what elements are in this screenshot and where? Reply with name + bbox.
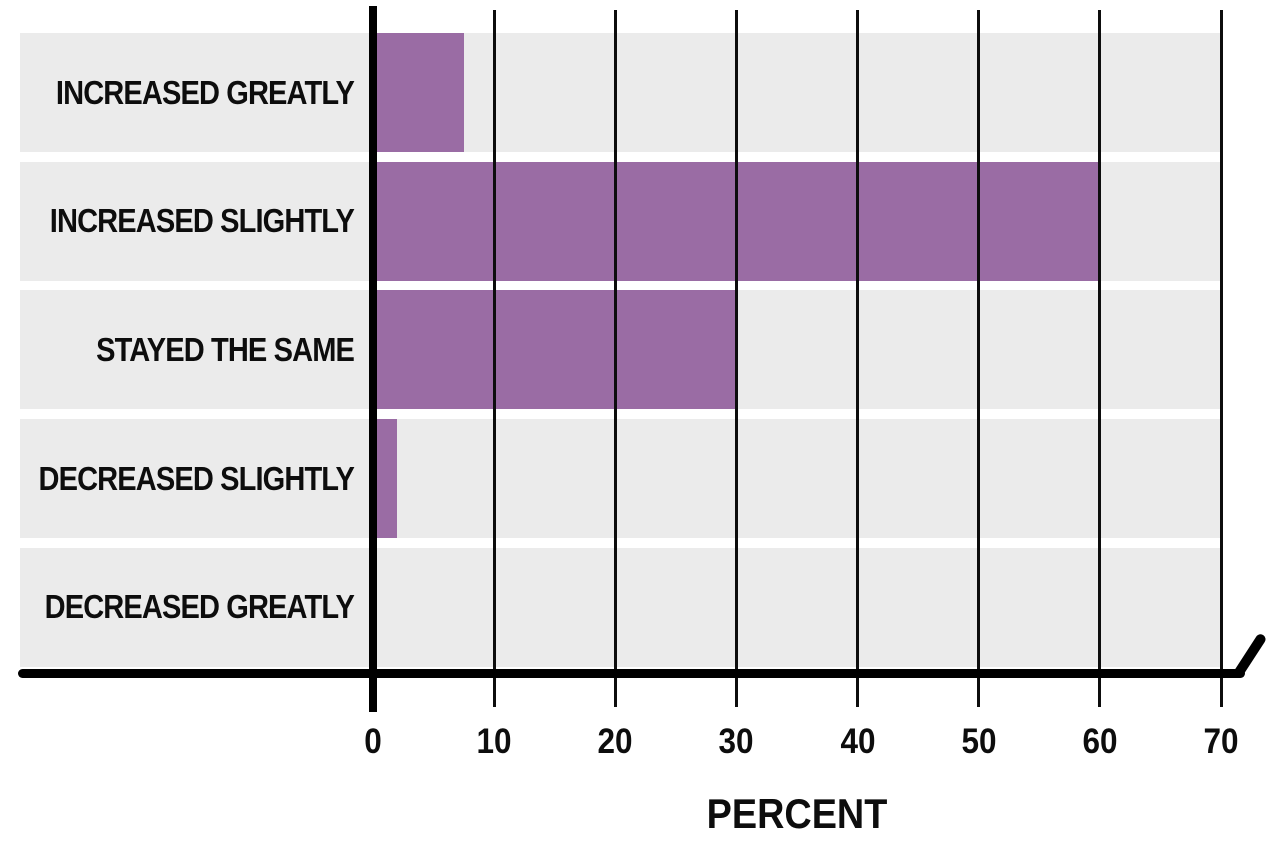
gridline-20 <box>613 10 617 707</box>
category-label: INCREASED SLIGHTLY <box>49 202 355 240</box>
gridline-10 <box>492 10 496 707</box>
category-label: STAYED THE SAME <box>96 330 355 368</box>
x-tick-label-30: 30 <box>718 722 754 761</box>
y-axis-zero-line <box>369 6 377 712</box>
x-tick-label-0: 0 <box>364 722 382 761</box>
x-tick-label-60: 60 <box>1082 722 1118 761</box>
bar-stayed-the-same <box>377 290 737 410</box>
gridline-40 <box>856 10 860 707</box>
category-band-stayed-the-same: STAYED THE SAME <box>20 290 1220 410</box>
x-axis-line <box>18 669 1245 678</box>
axis-break-mark <box>1231 632 1268 680</box>
bar-increased-slightly <box>377 161 1100 281</box>
gridline-70 <box>1219 10 1223 707</box>
x-tick-label-50: 50 <box>961 722 997 761</box>
gridline-30 <box>734 10 738 707</box>
x-tick-label-10: 10 <box>476 722 512 761</box>
category-label: DECREASED SLIGHTLY <box>38 459 355 497</box>
category-band-decreased-slightly: DECREASED SLIGHTLY <box>20 419 1220 539</box>
category-label: DECREASED GREATLY <box>44 588 355 626</box>
gridline-50 <box>977 10 981 707</box>
x-tick-label-70: 70 <box>1203 722 1239 761</box>
x-tick-label-40: 40 <box>840 722 876 761</box>
category-band-decreased-greatly: DECREASED GREATLY <box>20 547 1220 667</box>
gridline-60 <box>1098 10 1102 707</box>
x-tick-label-20: 20 <box>597 722 633 761</box>
x-axis-title: PERCENT <box>706 790 888 837</box>
category-band-increased-greatly: INCREASED GREATLY <box>20 33 1220 152</box>
category-band-increased-slightly: INCREASED SLIGHTLY <box>20 161 1220 281</box>
bar-decreased-slightly <box>377 419 398 539</box>
category-label: INCREASED GREATLY <box>55 73 355 111</box>
bar-increased-greatly <box>377 33 464 152</box>
